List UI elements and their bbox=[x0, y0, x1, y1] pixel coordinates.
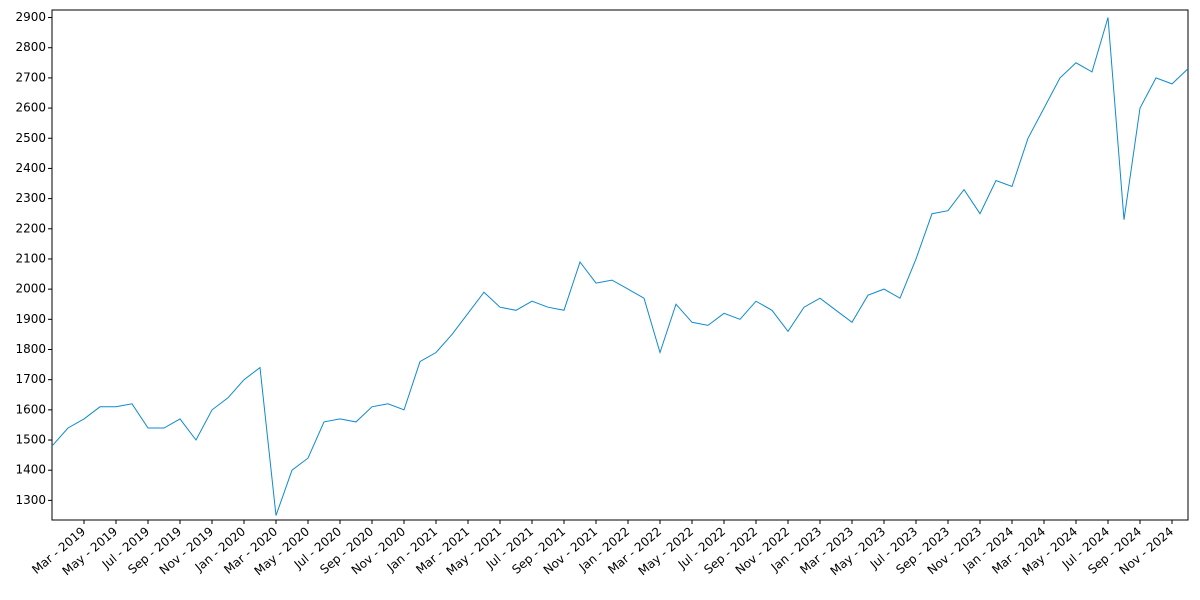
y-tick-label: 1300 bbox=[15, 493, 46, 507]
y-tick-label: 2100 bbox=[15, 251, 46, 265]
y-tick-label: 2000 bbox=[15, 282, 46, 296]
y-tick-label: 1700 bbox=[15, 372, 46, 386]
y-tick-label: 1600 bbox=[15, 402, 46, 416]
y-tick-label: 2600 bbox=[15, 101, 46, 115]
y-tick-label: 2500 bbox=[15, 131, 46, 145]
y-tick-label: 2400 bbox=[15, 161, 46, 175]
y-tick-label: 2300 bbox=[15, 191, 46, 205]
y-tick-label: 2200 bbox=[15, 221, 46, 235]
plot-frame bbox=[51, 9, 1189, 521]
y-tick-label: 1900 bbox=[15, 312, 46, 326]
y-tick-label: 2900 bbox=[15, 10, 46, 24]
data-line bbox=[51, 17, 1189, 516]
y-tick-label: 2700 bbox=[15, 70, 46, 84]
y-tick-label: 2800 bbox=[15, 40, 46, 54]
y-tick-label: 1800 bbox=[15, 342, 46, 356]
y-tick-label: 1500 bbox=[15, 433, 46, 447]
y-tick-label: 1400 bbox=[15, 463, 46, 477]
